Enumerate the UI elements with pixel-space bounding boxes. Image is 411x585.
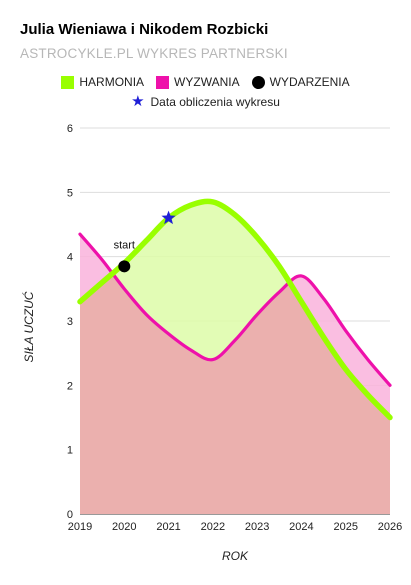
calculation-date-star bbox=[161, 210, 176, 225]
marker-layer: start bbox=[114, 210, 176, 273]
chart-legend: HARMONIA WYZWANIA WYDARZENIA ★ Data obli… bbox=[0, 72, 411, 112]
y-tick-label-4: 4 bbox=[67, 252, 73, 264]
legend-label-harmonia: HARMONIA bbox=[79, 75, 145, 89]
legend-item-harmonia[interactable]: HARMONIA bbox=[61, 75, 144, 89]
x-tick-label-2023: 2023 bbox=[245, 521, 269, 533]
area-layer bbox=[80, 201, 390, 515]
wyzwania-line bbox=[78, 232, 392, 387]
x-tick-label-2025: 2025 bbox=[333, 521, 357, 533]
y-axis-title: SIŁA UCZUĆ bbox=[21, 291, 36, 362]
y-tick-label-2: 2 bbox=[67, 380, 73, 392]
star-icon: ★ bbox=[131, 93, 145, 110]
event-marker-0 bbox=[118, 260, 131, 273]
x-tick-label-2019: 2019 bbox=[68, 521, 92, 533]
legend-label-data-obliczenia: Data obliczenia wykresu bbox=[150, 95, 280, 109]
y-tick-label-1: 1 bbox=[67, 445, 73, 457]
legend-item-wydarzenia[interactable]: WYDARZENIA bbox=[251, 75, 350, 89]
event-label-0: start bbox=[114, 239, 135, 251]
legend-label-wyzwania: WYZWANIA bbox=[174, 75, 240, 89]
y-tick-label-3: 3 bbox=[67, 316, 73, 328]
y-tick-label-6: 6 bbox=[67, 123, 73, 135]
wyzwania-swatch bbox=[156, 75, 170, 89]
legend-item-data-obliczenia[interactable]: ★ Data obliczenia wykresu bbox=[131, 93, 280, 110]
y-tick-label-0: 0 bbox=[67, 509, 73, 521]
x-tick-label-2026: 2026 bbox=[378, 521, 402, 533]
x-tick-label-2020: 2020 bbox=[112, 521, 136, 533]
x-tick-label-2021: 2021 bbox=[156, 521, 180, 533]
legend-label-wydarzenia: WYDARZENIA bbox=[269, 75, 350, 89]
x-tick-label-2022: 2022 bbox=[201, 521, 225, 533]
event-dot-icon bbox=[251, 75, 265, 89]
line-layer bbox=[77, 198, 393, 421]
chart-title: Julia Wieniawa i Nikodem Rozbicki bbox=[20, 21, 269, 38]
y-tick-label-5: 5 bbox=[67, 187, 73, 199]
harmonia-swatch bbox=[61, 75, 75, 89]
axis-layer: 0 1 2 3 4 5 6 2019 2020 2021 2022 2023 2024 2025 2026 bbox=[67, 123, 402, 533]
legend-item-wyzwania[interactable]: WYZWANIA bbox=[156, 75, 240, 89]
harmonia-line bbox=[77, 198, 393, 421]
x-tick-label-2024: 2024 bbox=[289, 521, 313, 533]
x-axis-title: ROK bbox=[222, 549, 249, 563]
chart-subtitle: ASTROCYKLE.PL WYKRES PARTNERSKI bbox=[20, 46, 288, 61]
